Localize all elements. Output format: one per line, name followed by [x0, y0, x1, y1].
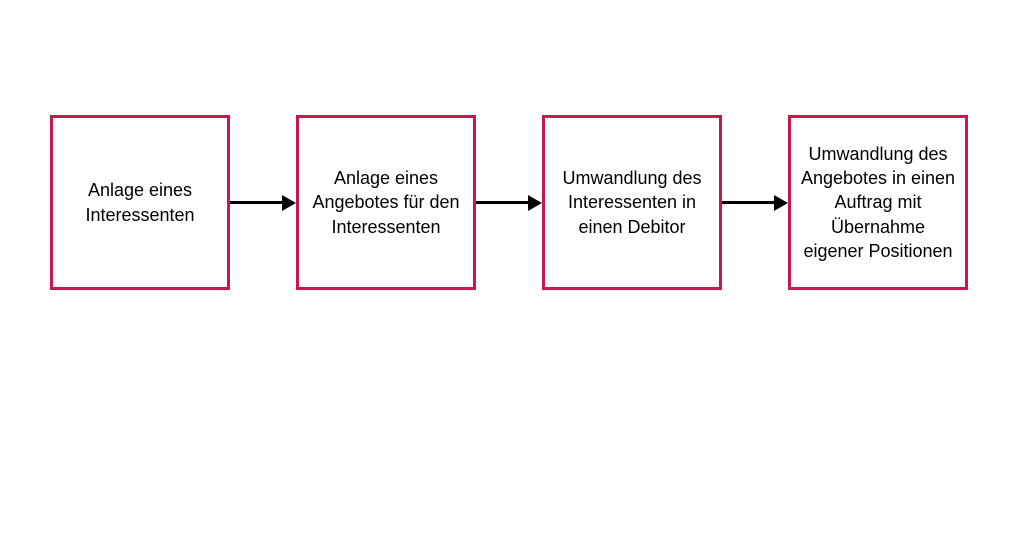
flow-node-4-label: Umwandlung des Angebotes in einen Auftra…: [799, 142, 957, 263]
arrow-head-icon: [774, 195, 788, 211]
flow-node-2-label: Anlage eines Angebotes für den Interesse…: [307, 166, 465, 239]
arrow-line-icon: [476, 201, 528, 204]
flow-node-3: Umwandlung des Interessenten in einen De…: [542, 115, 722, 290]
flow-arrow-1: [230, 195, 296, 211]
arrow-head-icon: [528, 195, 542, 211]
flow-node-3-label: Umwandlung des Interessenten in einen De…: [553, 166, 711, 239]
flow-arrow-3: [722, 195, 788, 211]
flow-node-1-label: Anlage eines Interessenten: [61, 178, 219, 227]
arrow-head-icon: [282, 195, 296, 211]
arrow-line-icon: [722, 201, 774, 204]
process-flowchart: Anlage eines Interessenten Anlage eines …: [50, 115, 968, 290]
flow-node-2: Anlage eines Angebotes für den Interesse…: [296, 115, 476, 290]
flow-node-1: Anlage eines Interessenten: [50, 115, 230, 290]
flow-arrow-2: [476, 195, 542, 211]
arrow-line-icon: [230, 201, 282, 204]
flow-node-4: Umwandlung des Angebotes in einen Auftra…: [788, 115, 968, 290]
